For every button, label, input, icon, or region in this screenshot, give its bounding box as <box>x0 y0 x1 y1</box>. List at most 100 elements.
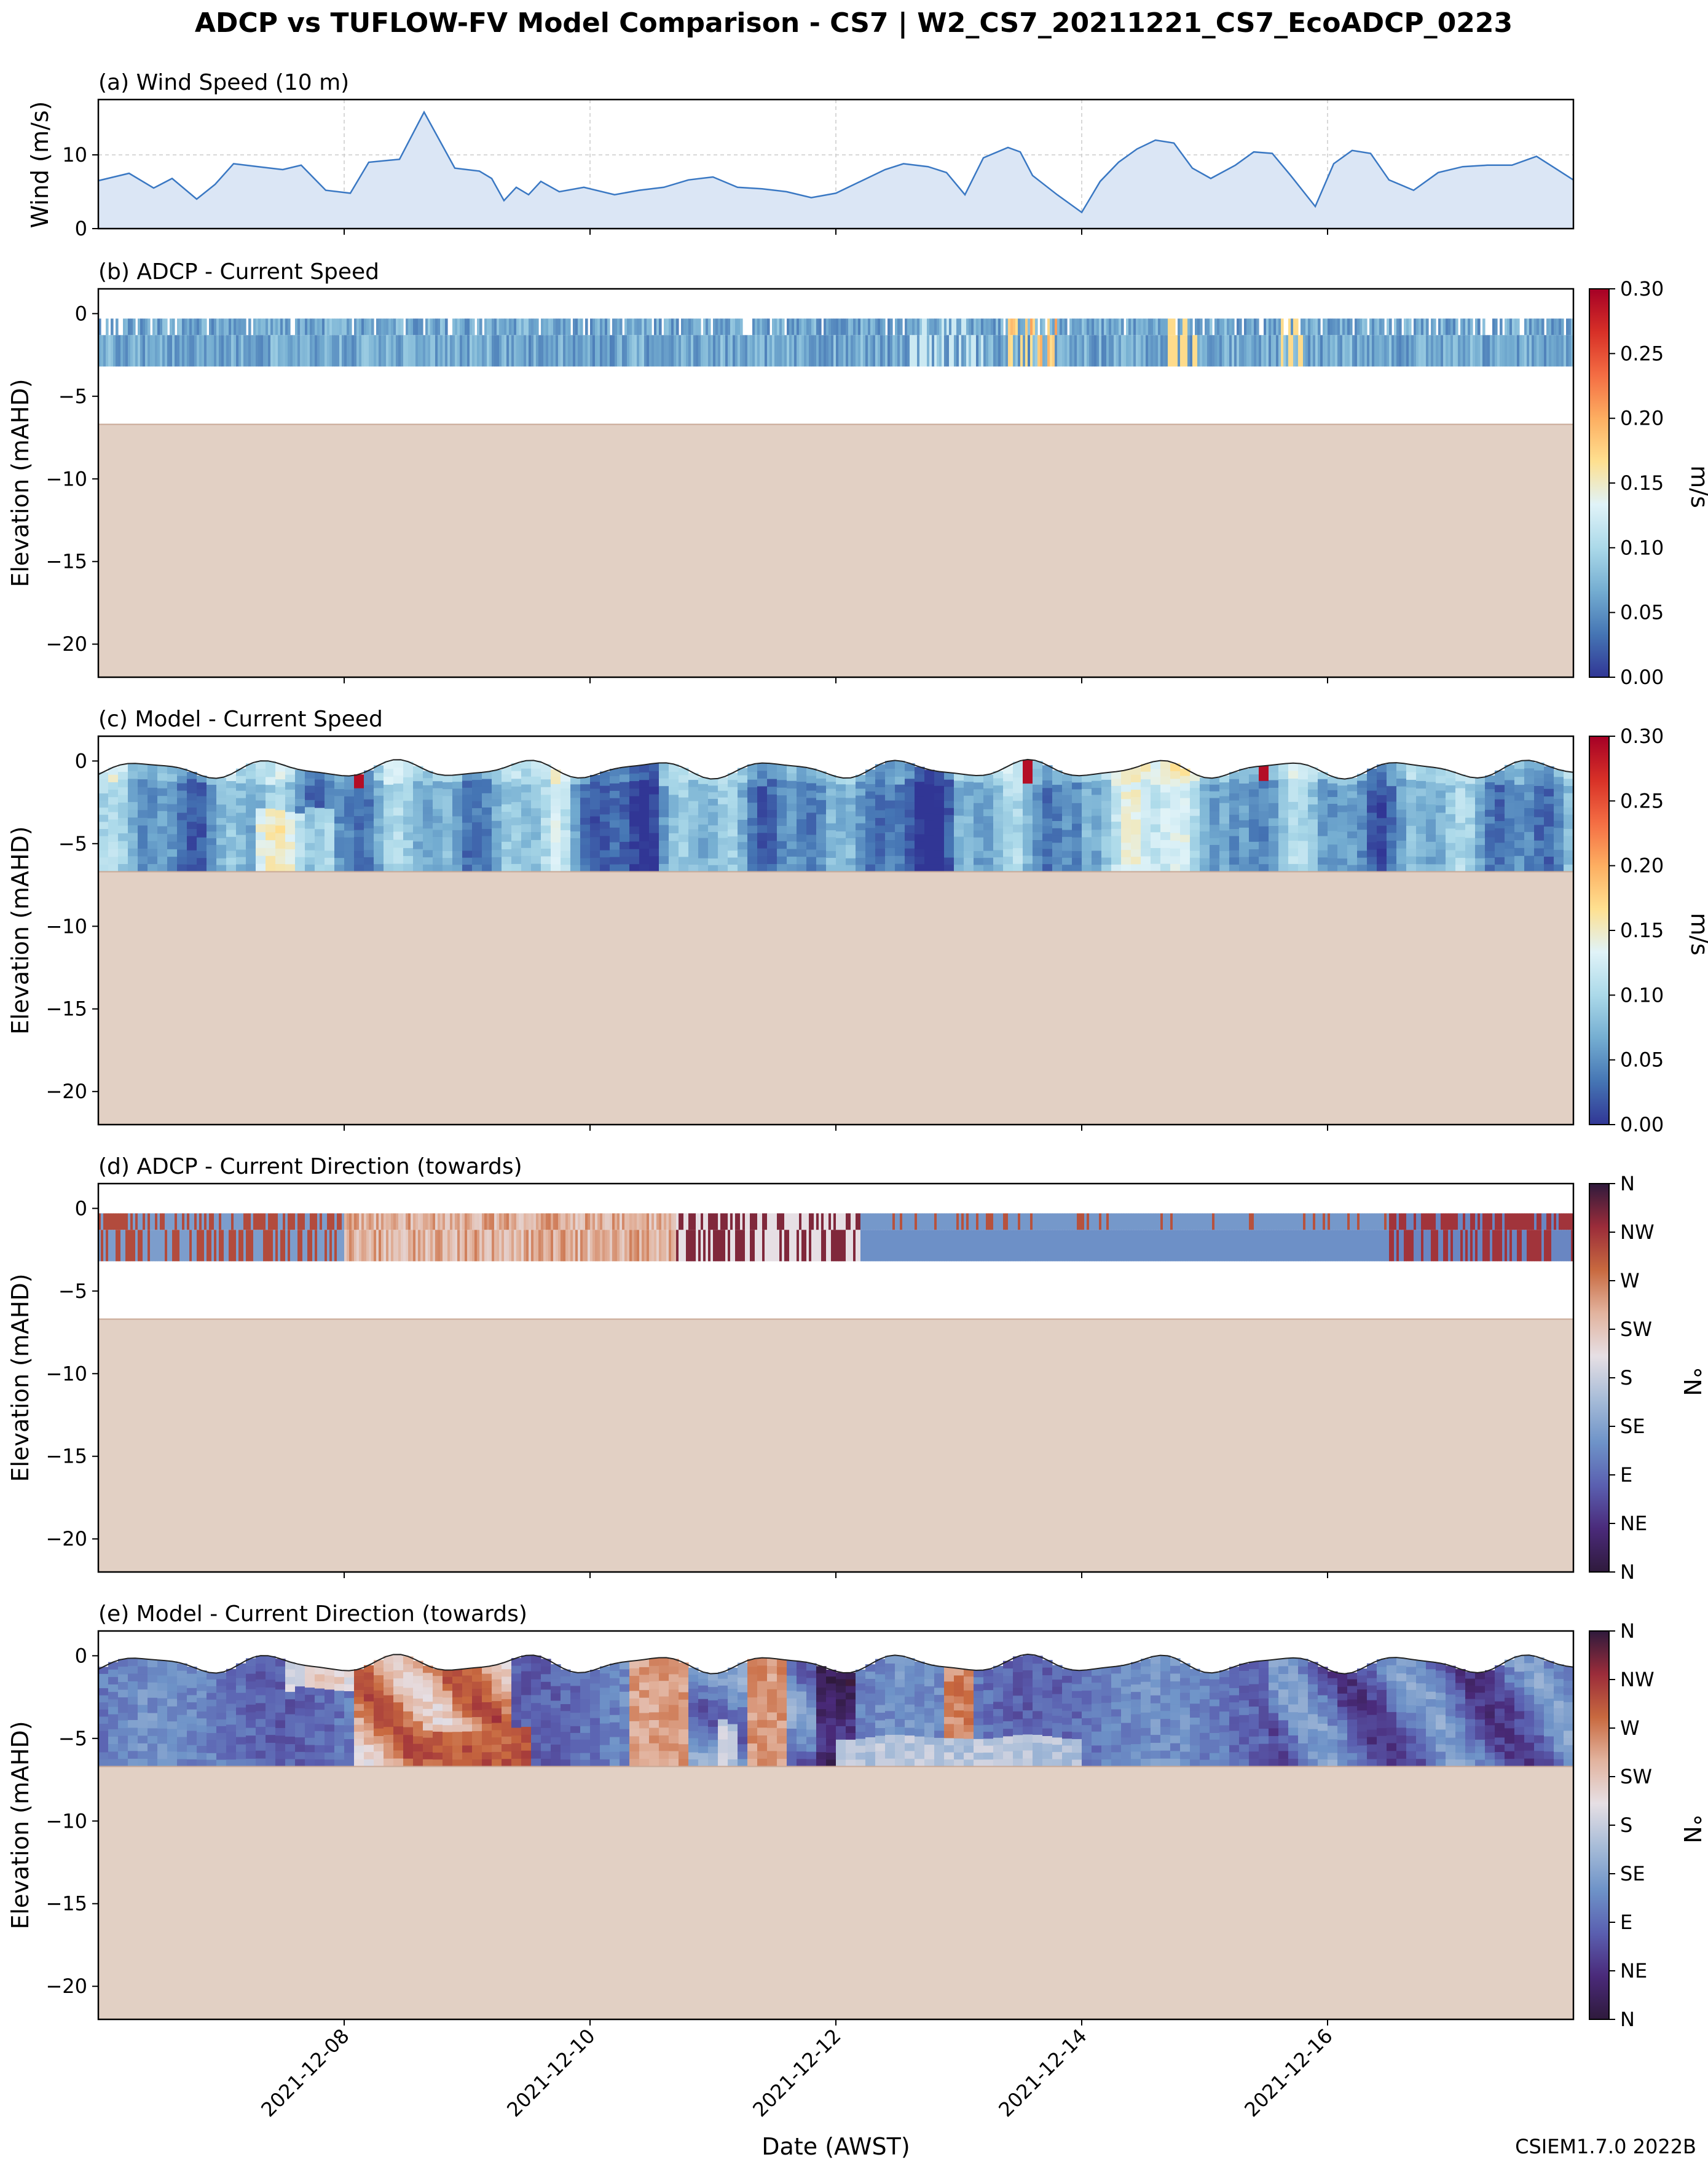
heat-cell <box>1546 318 1549 336</box>
heat-cell <box>1190 815 1200 823</box>
heat-cell <box>644 1230 647 1262</box>
heat-cell <box>1096 1230 1100 1262</box>
heat-cell <box>1337 335 1340 367</box>
heat-cell <box>954 865 964 873</box>
heat-cell <box>934 793 945 801</box>
heat-cell <box>649 833 659 841</box>
heat-cell <box>688 865 699 873</box>
heat-cell <box>275 335 278 367</box>
heat-cell <box>1490 335 1493 367</box>
heat-cell <box>344 865 355 873</box>
heat-cell <box>295 318 298 336</box>
heat-cell <box>1549 318 1552 336</box>
heat-cell <box>600 800 610 808</box>
heat-cell <box>138 825 148 834</box>
heat-cell <box>1278 763 1289 772</box>
heat-cell <box>752 318 755 336</box>
heat-cell <box>1163 1213 1166 1230</box>
panel-e-ylabel: Elevation (mAHD) <box>7 1721 34 1929</box>
heat-cell <box>177 1759 187 1767</box>
heat-cell <box>160 1213 163 1230</box>
heat-cell <box>846 844 856 852</box>
heat-cell <box>698 318 701 336</box>
heat-cell <box>654 1213 657 1230</box>
heat-cell <box>1092 809 1102 817</box>
heat-cell <box>1436 849 1446 858</box>
heat-cell <box>275 1666 286 1675</box>
heat-cell <box>1556 335 1559 367</box>
heat-cell <box>747 825 758 834</box>
heat-cell <box>1288 856 1299 865</box>
heat-cell <box>1128 1213 1131 1230</box>
heat-cell <box>133 1213 136 1230</box>
heat-cell <box>747 849 758 857</box>
heat-cell <box>1178 1230 1181 1262</box>
heat-cell <box>285 834 296 843</box>
heat-cell <box>295 777 305 785</box>
heat-cell <box>393 1678 404 1687</box>
heat-cell <box>688 808 699 816</box>
heat-cell <box>531 1213 534 1230</box>
heat-cell <box>403 855 414 865</box>
heat-cell <box>342 1230 345 1262</box>
heat-cell <box>1160 824 1171 833</box>
heat-cell <box>1399 335 1402 367</box>
heat-cell <box>649 335 652 367</box>
heat-cell <box>612 1230 615 1262</box>
heat-cell <box>974 776 984 783</box>
heat-cell <box>354 1690 364 1697</box>
heat-cell <box>843 335 846 367</box>
heat-cell <box>747 841 758 849</box>
adcp-speed-heatmap <box>98 318 1574 677</box>
heat-cell <box>157 803 168 812</box>
heat-cell <box>256 1703 266 1711</box>
heat-cell <box>1082 816 1092 824</box>
heat-cell <box>1308 819 1318 828</box>
heat-cell <box>1062 830 1072 838</box>
heat-cell <box>892 1230 895 1262</box>
heat-cell <box>128 1743 138 1751</box>
figure-title: ADCP vs TUFLOW-FV Model Comparison - CS7… <box>195 7 1513 39</box>
colorbar-tick-label-3: 0.15 <box>1620 919 1664 942</box>
heat-cell <box>531 760 541 769</box>
heat-cell <box>1438 1230 1441 1262</box>
heat-cell <box>1308 797 1318 805</box>
heat-cell <box>988 1213 991 1230</box>
heat-cell <box>674 1213 677 1230</box>
water-surface-line <box>98 758 1574 780</box>
colorbar-tick-label-1: 0.05 <box>1620 1048 1664 1072</box>
heat-cell <box>1404 1230 1407 1262</box>
heat-cell <box>934 843 945 851</box>
heat-cell <box>1396 1230 1399 1262</box>
heat-cell <box>765 1213 768 1230</box>
heat-cell <box>1448 1230 1451 1262</box>
heat-cell <box>305 1709 315 1717</box>
heat-cell <box>502 864 512 873</box>
heat-cell <box>1411 1230 1414 1262</box>
heat-cell <box>627 1213 630 1230</box>
colorbar-tick-label-5: 0.25 <box>1620 342 1664 365</box>
heat-cell <box>339 1213 342 1230</box>
heat-cell <box>1210 825 1220 832</box>
heat-cell <box>1340 1213 1343 1230</box>
heat-cell <box>538 335 541 367</box>
heat-cell <box>1259 780 1269 789</box>
heat-cell <box>575 1213 578 1230</box>
heat-cell <box>676 335 679 367</box>
heat-cell <box>423 771 433 779</box>
heat-cell <box>708 1213 711 1230</box>
heat-cell <box>455 335 458 367</box>
heat-cell <box>253 1230 256 1262</box>
heat-cell <box>856 865 866 873</box>
heat-cell <box>1426 1230 1429 1262</box>
heat-cell <box>915 857 925 865</box>
heat-cell <box>787 849 797 857</box>
heat-cell <box>1200 791 1210 798</box>
heat-cell <box>184 1213 187 1230</box>
heat-cell <box>610 849 620 858</box>
heat-cell <box>202 1213 205 1230</box>
heat-cell <box>187 1681 197 1689</box>
heat-cell <box>452 865 463 873</box>
heat-cell <box>1527 335 1530 367</box>
heat-cell <box>826 858 836 865</box>
